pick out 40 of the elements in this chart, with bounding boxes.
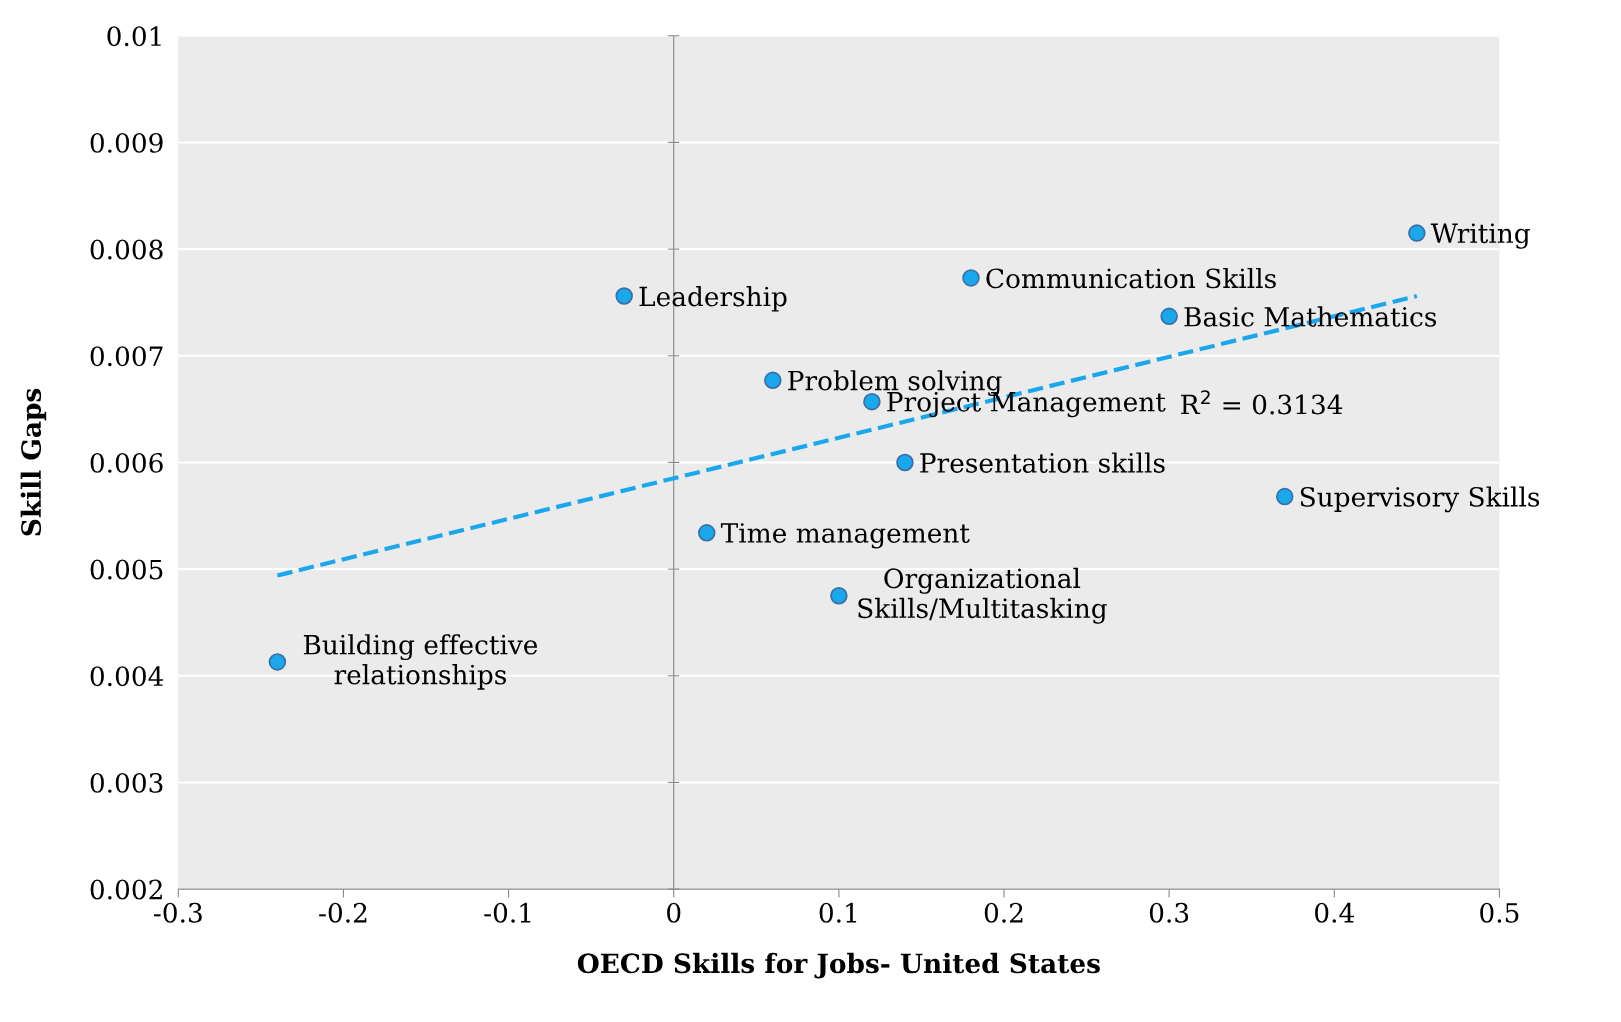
point [962, 269, 980, 287]
annotation: R$^{2}$ = 0.3134 [1181, 390, 1343, 415]
annotation: Organizational Skills/Multitasking [858, 567, 1107, 624]
x-tick-label: -0.2 [319, 902, 367, 923]
y-tick-label: 0.005 [90, 559, 163, 580]
point [615, 287, 633, 305]
x-tick-label: 0.1 [819, 902, 857, 923]
y-tick-label: 0.003 [90, 772, 163, 793]
annotation: Leadership [639, 286, 787, 312]
y-tick-label: 0.01 [107, 26, 161, 47]
y-tick-label: 0.002 [90, 879, 162, 900]
y-axis-title: Skill Gaps [20, 388, 47, 536]
x-tick-label: 0.2 [984, 902, 1023, 923]
point [863, 392, 881, 411]
x-axis-title: OECD Skills for Jobs- United States [577, 952, 1100, 979]
x-tick-label: 0.5 [1480, 902, 1519, 923]
point [698, 524, 716, 542]
x-tick-label: 0.3 [1149, 902, 1189, 923]
x-tick-label: 0.4 [1315, 902, 1354, 923]
point [1408, 224, 1426, 242]
point [896, 453, 914, 472]
annotation: Communication Skills [986, 267, 1276, 289]
point [1275, 487, 1294, 506]
point [1160, 307, 1178, 326]
x-tick-label: -0.1 [484, 902, 531, 923]
annotation: Time management [720, 523, 970, 549]
x-tick-label: -0.3 [154, 902, 202, 923]
y-tick-label: 0.008 [90, 239, 163, 260]
annotation: Writing [1430, 223, 1530, 249]
y-tick-label: 0.007 [90, 346, 163, 367]
x-tick-label: 0 [667, 902, 681, 923]
y-tick-label: 0.009 [90, 132, 163, 153]
point [268, 653, 287, 671]
annotation: Supervisory Skills [1300, 486, 1540, 513]
annotation: Presentation skills [920, 452, 1165, 473]
annotation: Building effective relationships [303, 634, 538, 690]
point [830, 587, 848, 605]
point [764, 371, 782, 390]
y-tick-label: 0.006 [90, 452, 163, 473]
y-tick-label: 0.004 [90, 666, 164, 687]
